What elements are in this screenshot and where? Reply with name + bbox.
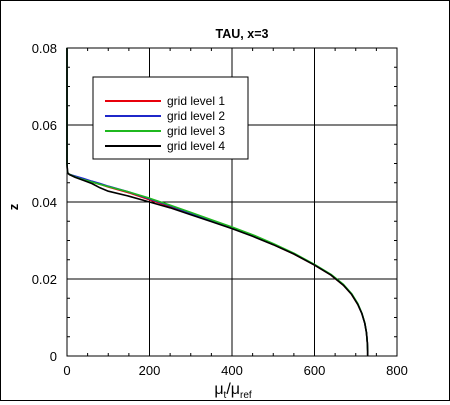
x-tick-label: 200 (139, 363, 161, 378)
y-axis-label: z (6, 203, 21, 210)
y-tick-label: 0.06 (32, 118, 57, 133)
legend-label-grid-level-4: grid level 4 (167, 139, 225, 153)
y-tick-label: 0.08 (32, 41, 57, 56)
x-tick-label: 600 (304, 363, 326, 378)
chart-title: TAU, x=3 (216, 27, 269, 41)
x-tick-label: 800 (386, 363, 408, 378)
x-tick-label: 400 (221, 363, 243, 378)
x-tick-label: 0 (63, 363, 70, 378)
x-label-sub-ref: ref (240, 390, 252, 400)
legend-label-grid-level-2: grid level 2 (167, 109, 225, 123)
x-label-mu: μ (214, 381, 223, 398)
plot-area (66, 47, 398, 357)
series-line-grid-level-4 (66, 48, 369, 356)
x-axis-label: μt/μref (214, 381, 252, 400)
y-tick-label: 0 (50, 349, 57, 364)
series-lines (66, 48, 369, 356)
tick-labels: 0 200 400 600 800 0 0.02 0.04 0.06 0.08 (32, 41, 408, 378)
legend-label-grid-level-1: grid level 1 (167, 94, 225, 108)
y-tick-label: 0.02 (32, 272, 57, 287)
legend-label-grid-level-3: grid level 3 (167, 124, 225, 138)
x-label-sub-t: t (224, 390, 227, 400)
y-tick-label: 0.04 (32, 195, 57, 210)
x-label-sep: /μ (226, 381, 240, 398)
